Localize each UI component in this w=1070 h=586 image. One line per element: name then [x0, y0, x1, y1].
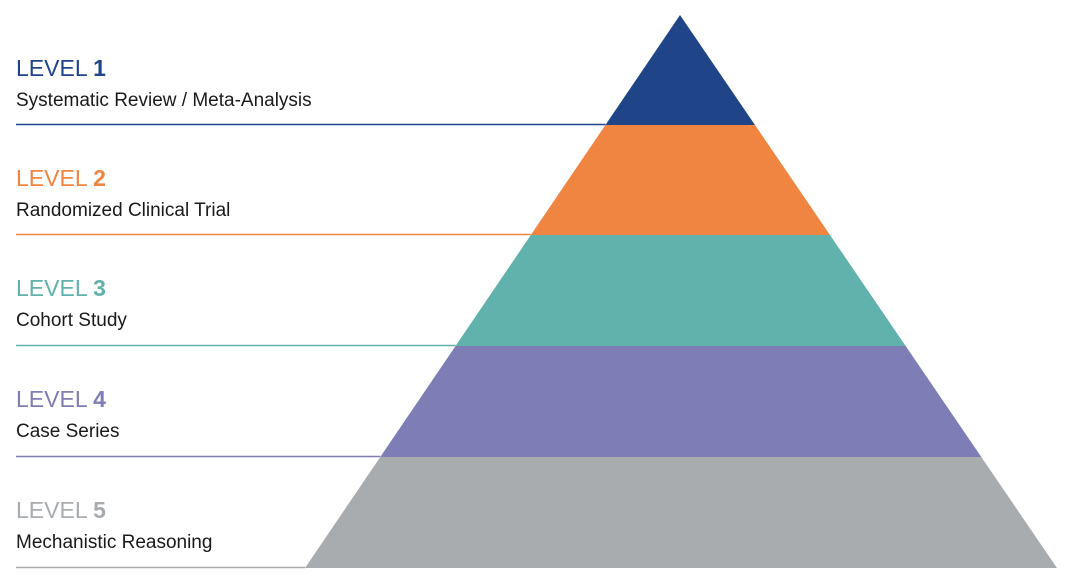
level-description: Randomized Clinical Trial	[16, 200, 230, 221]
level-number: 1	[93, 55, 106, 81]
level-number: 2	[93, 165, 106, 191]
pyramid-tier	[530, 125, 830, 235]
level-word: LEVEL	[16, 55, 88, 81]
level-word: LEVEL	[16, 497, 88, 523]
level-title: LEVEL 5	[16, 497, 106, 523]
level-title: LEVEL 1	[16, 55, 106, 81]
level-number: 5	[93, 497, 106, 523]
level-description: Case Series	[16, 421, 120, 442]
level-number: 3	[93, 275, 106, 301]
pyramid-tier	[605, 15, 755, 125]
level-title: LEVEL 4	[16, 386, 106, 412]
level-word: LEVEL	[16, 386, 88, 412]
level-word: LEVEL	[16, 275, 88, 301]
level-description: Systematic Review / Meta-Analysis	[16, 90, 312, 111]
level-number: 4	[93, 386, 106, 412]
pyramid-tier	[455, 235, 906, 346]
pyramid-tier	[305, 457, 1057, 568]
level-description: Mechanistic Reasoning	[16, 532, 212, 553]
level-title: LEVEL 3	[16, 275, 106, 301]
level-description: Cohort Study	[16, 310, 127, 331]
level-title: LEVEL 2	[16, 165, 106, 191]
pyramid-tier	[380, 346, 982, 457]
level-word: LEVEL	[16, 165, 88, 191]
